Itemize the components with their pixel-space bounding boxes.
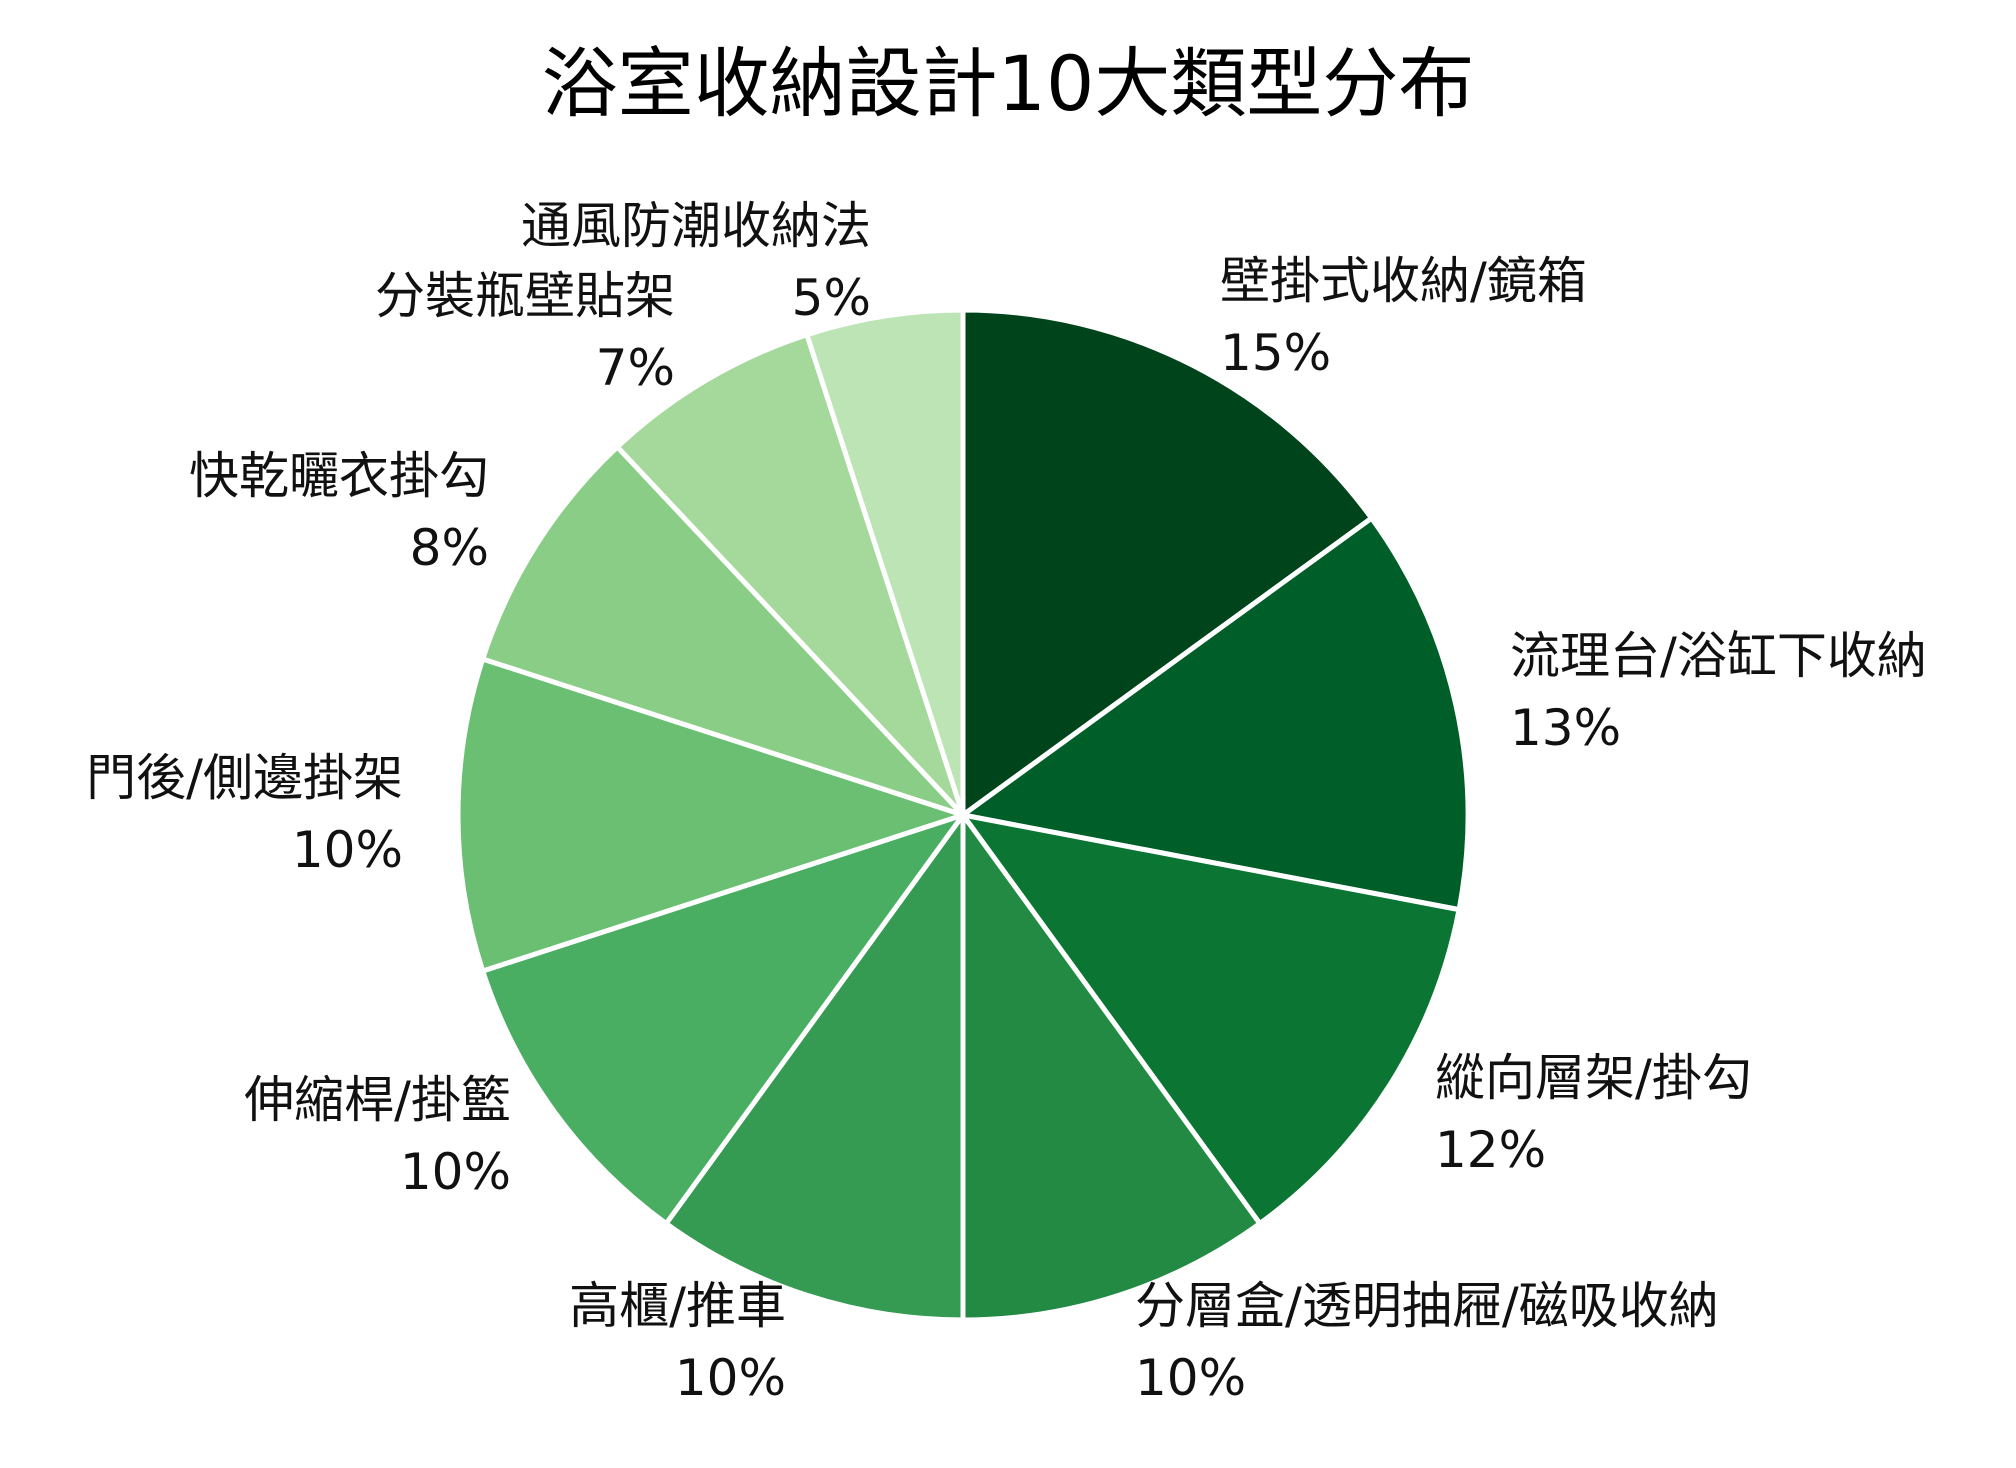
slice-label-text: 縱向層架/掛勾 (1435, 1049, 1752, 1107)
slice-label-1: 流理台/浴缸下收納 13% (1510, 620, 1927, 764)
pie-slice-0 (960, 307, 1375, 818)
pie-slice-9 (804, 307, 966, 818)
pie-slice-2 (960, 812, 1462, 1227)
slice-label-text: 門後/側邊掛架 (86, 749, 403, 807)
slice-label-4: 高櫃/推車 10% (569, 1270, 786, 1414)
slice-value-text: 10% (291, 821, 403, 879)
slice-value-text: 12% (1435, 1121, 1547, 1179)
slice-value-text: 13% (1510, 699, 1622, 757)
pie-slice-6 (455, 656, 966, 974)
slice-label-text: 分層盒/透明抽屜/磁吸收納 (1135, 1277, 1719, 1335)
slice-value-text: 7% (595, 339, 675, 397)
slice-value-text: 15% (1220, 324, 1332, 382)
slice-label-text: 高櫃/推車 (569, 1277, 786, 1335)
slice-label-5: 伸縮桿/掛籃 10% (244, 1064, 511, 1208)
slice-label-0: 壁掛式收納/鏡箱 15% (1220, 245, 1587, 389)
chart-title: 浴室收納設計10大類型分布 (541, 39, 1475, 128)
slice-label-8: 分裝瓶壁貼架 7% (375, 260, 675, 404)
pie-slice-7 (480, 444, 966, 818)
pie-slice-1 (960, 515, 1471, 913)
slice-label-9: 通風防潮收納法 5% (521, 190, 871, 334)
slice-value-text: 10% (399, 1143, 511, 1201)
slice-value-text: 10% (1135, 1349, 1247, 1407)
slice-value-text: 8% (409, 519, 489, 577)
pie-slice-4 (663, 812, 966, 1323)
slice-label-7: 快乾曬衣掛勾 8% (189, 440, 489, 584)
slice-label-text: 通風防潮收納法 (521, 197, 871, 255)
slice-label-3: 分層盒/透明抽屜/磁吸收納 10% (1135, 1270, 1719, 1414)
slice-value-text: 5% (791, 269, 871, 327)
pie-slice-3 (960, 812, 1263, 1323)
slice-label-text: 快乾曬衣掛勾 (189, 447, 489, 505)
slice-label-text: 流理台/浴缸下收納 (1510, 627, 1927, 685)
pie-slice-5 (480, 812, 966, 1227)
slice-label-6: 門後/側邊掛架 10% (86, 742, 403, 886)
slice-label-text: 伸縮桿/掛籃 (244, 1071, 511, 1129)
slice-label-text: 分裝瓶壁貼架 (375, 267, 675, 325)
slice-label-text: 壁掛式收納/鏡箱 (1220, 252, 1587, 310)
pie-slice-8 (614, 332, 966, 818)
slice-value-text: 10% (674, 1349, 786, 1407)
slice-label-2: 縱向層架/掛勾 12% (1435, 1042, 1752, 1186)
